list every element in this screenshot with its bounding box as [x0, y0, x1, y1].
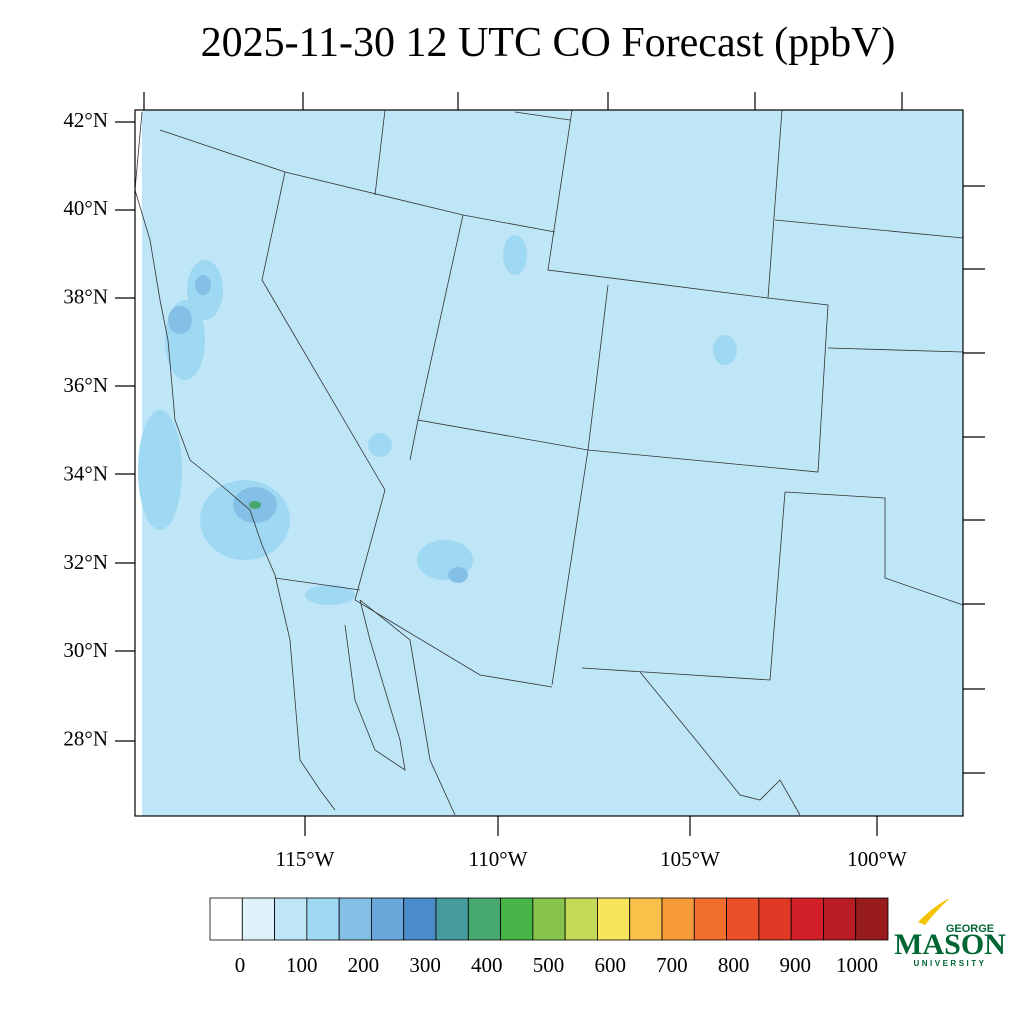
state-boundaries: [159, 109, 964, 688]
colorbar-box: [726, 897, 760, 941]
concentration-peak: [249, 501, 261, 509]
colorbar-box: [306, 897, 340, 941]
colorbar-label: 0: [235, 953, 246, 977]
latitude-label: 42°N: [63, 108, 108, 132]
colorbar-box: [467, 897, 501, 941]
longitude-label: 100°W: [847, 847, 907, 871]
colorbar-label: 900: [780, 953, 812, 977]
latitude-label: 28°N: [63, 727, 108, 751]
colorbar-box: [241, 897, 275, 941]
colorbar-box: [855, 897, 889, 941]
colorbar-box: [597, 897, 631, 941]
colorbar-label: 800: [718, 953, 750, 977]
colorbar-box: [758, 897, 792, 941]
longitude-label: 115°W: [276, 847, 335, 871]
colorbar-box: [274, 897, 308, 941]
colorbar-box: [209, 897, 243, 941]
logo: GEORGE MASON UNIVERSITY: [894, 898, 1006, 968]
colorbar-label: 500: [533, 953, 565, 977]
longitude-label: 110°W: [469, 847, 528, 871]
longitude-labels: 115°W 110°W 105°W 100°W: [276, 847, 908, 871]
colorbar-box: [403, 897, 437, 941]
colorbar-box: [371, 897, 405, 941]
colorbar-box: [790, 897, 824, 941]
colorbar-box: [338, 897, 372, 941]
map-frame: [134, 109, 964, 817]
latitude-label: 30°N: [63, 638, 108, 662]
latitude-labels: 42°N 40°N 38°N 36°N 34°N 32°N 30°N 28°N: [63, 108, 108, 751]
gulf-coast: [344, 599, 801, 816]
colorbar-label: 400: [471, 953, 503, 977]
latitude-label: 38°N: [63, 285, 108, 309]
logo-swoosh: [918, 898, 950, 925]
colorbar-box: [693, 897, 727, 941]
colorbar-box: [500, 897, 534, 941]
colorbar-label: 100: [286, 953, 318, 977]
map-ticks: [115, 92, 985, 836]
logo-name: MASON: [894, 928, 1006, 961]
colorbar-label: 700: [656, 953, 688, 977]
colorbar-label: 200: [348, 953, 380, 977]
colorbar-box: [823, 897, 857, 941]
title: 2025-11-30 12 UTC CO Forecast (ppbV): [201, 20, 896, 66]
latitude-label: 32°N: [63, 550, 108, 574]
colorbar-box: [564, 897, 598, 941]
colorbar-box: [532, 897, 566, 941]
latitude-label: 40°N: [63, 196, 108, 220]
latitude-label: 34°N: [63, 461, 108, 485]
colorbar-box: [661, 897, 695, 941]
colorbar-label: 600: [594, 953, 626, 977]
colorbar-box: [435, 897, 469, 941]
latitude-label: 36°N: [63, 373, 108, 397]
coastline: [134, 111, 336, 811]
colorbar: 0 100 200 300 400 500 600 700 800 900 1000: [209, 897, 889, 977]
colorbar-label: 300: [409, 953, 441, 977]
logo-bottom: UNIVERSITY: [913, 959, 986, 968]
logo-top: GEORGE: [946, 923, 994, 935]
map-background: [135, 110, 963, 816]
map: [115, 92, 985, 836]
longitude-label: 105°W: [660, 847, 720, 871]
colorbar-label: 1000: [836, 953, 878, 977]
colorbar-box: [629, 897, 663, 941]
